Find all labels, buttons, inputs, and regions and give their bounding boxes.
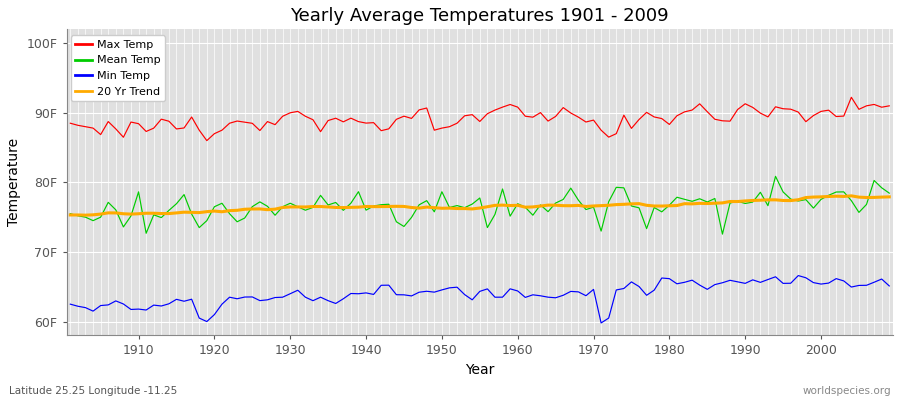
Text: worldspecies.org: worldspecies.org	[803, 386, 891, 396]
Legend: Max Temp, Mean Temp, Min Temp, 20 Yr Trend: Max Temp, Mean Temp, Min Temp, 20 Yr Tre…	[71, 36, 166, 101]
Title: Yearly Average Temperatures 1901 - 2009: Yearly Average Temperatures 1901 - 2009	[291, 7, 669, 25]
Y-axis label: Temperature: Temperature	[7, 138, 21, 226]
X-axis label: Year: Year	[465, 363, 494, 377]
Text: Latitude 25.25 Longitude -11.25: Latitude 25.25 Longitude -11.25	[9, 386, 177, 396]
